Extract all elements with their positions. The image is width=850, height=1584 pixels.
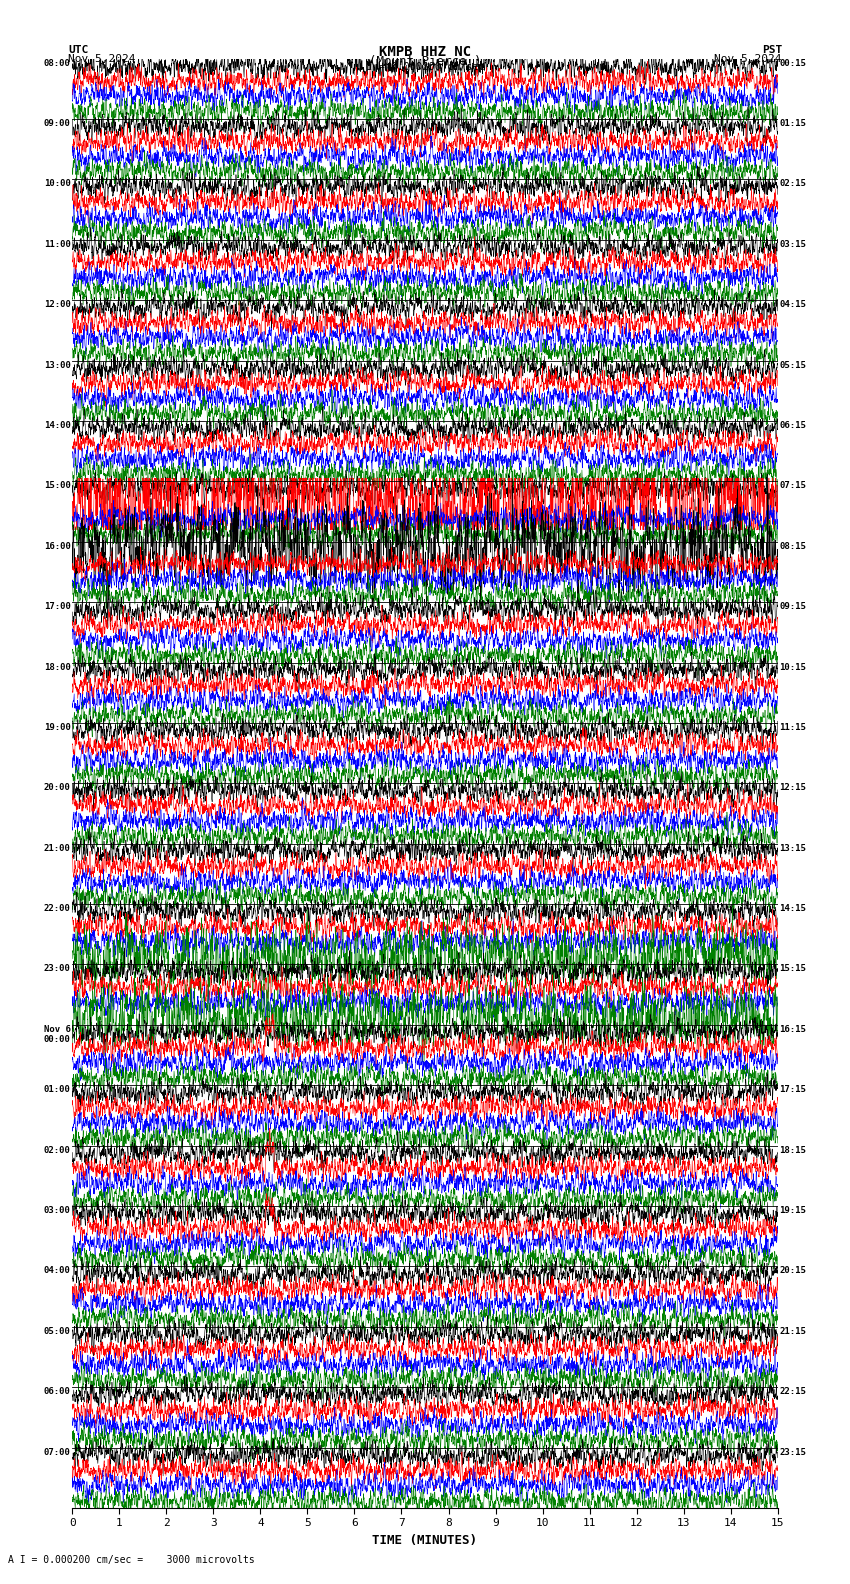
Text: 22:00: 22:00 — [43, 904, 71, 912]
Text: 19:15: 19:15 — [779, 1205, 807, 1215]
Text: 09:00: 09:00 — [43, 119, 71, 128]
Text: 05:00: 05:00 — [43, 1327, 71, 1335]
Text: 06:00: 06:00 — [43, 1388, 71, 1396]
Text: 14:15: 14:15 — [779, 904, 807, 912]
Text: 07:00: 07:00 — [43, 1448, 71, 1457]
Text: 15:00: 15:00 — [43, 482, 71, 491]
Text: (Mount Pierce ): (Mount Pierce ) — [369, 54, 481, 68]
Text: 13:00: 13:00 — [43, 361, 71, 369]
Text: 11:15: 11:15 — [779, 722, 807, 732]
Text: 16:15: 16:15 — [779, 1025, 807, 1034]
Text: 23:15: 23:15 — [779, 1448, 807, 1457]
Text: 08:15: 08:15 — [779, 542, 807, 551]
Text: 01:15: 01:15 — [779, 119, 807, 128]
Text: 02:15: 02:15 — [779, 179, 807, 188]
Text: PST: PST — [762, 44, 782, 55]
Text: 14:00: 14:00 — [43, 421, 71, 429]
Text: 05:15: 05:15 — [779, 361, 807, 369]
Text: 18:00: 18:00 — [43, 662, 71, 672]
Text: 06:15: 06:15 — [779, 421, 807, 429]
Text: 21:00: 21:00 — [43, 844, 71, 852]
Text: 03:00: 03:00 — [43, 1205, 71, 1215]
Text: 13:15: 13:15 — [779, 844, 807, 852]
Text: 07:15: 07:15 — [779, 482, 807, 491]
Text: 11:00: 11:00 — [43, 239, 71, 249]
Text: 10:00: 10:00 — [43, 179, 71, 188]
Text: 12:15: 12:15 — [779, 784, 807, 792]
Text: A I = 0.000200 cm/sec =    3000 microvolts: A I = 0.000200 cm/sec = 3000 microvolts — [8, 1555, 255, 1565]
Text: 23:00: 23:00 — [43, 965, 71, 974]
Text: Nov 6
00:00: Nov 6 00:00 — [43, 1025, 71, 1044]
Text: 18:15: 18:15 — [779, 1145, 807, 1155]
Text: 20:00: 20:00 — [43, 784, 71, 792]
Text: 17:15: 17:15 — [779, 1085, 807, 1095]
Text: 19:00: 19:00 — [43, 722, 71, 732]
Text: 00:15: 00:15 — [779, 59, 807, 68]
Text: KMPB HHZ NC: KMPB HHZ NC — [379, 44, 471, 59]
Text: 09:15: 09:15 — [779, 602, 807, 611]
Text: 22:15: 22:15 — [779, 1388, 807, 1396]
Text: 04:15: 04:15 — [779, 299, 807, 309]
Text: I = 0.000200 cm/sec: I = 0.000200 cm/sec — [366, 62, 484, 71]
Text: 02:00: 02:00 — [43, 1145, 71, 1155]
Text: 01:00: 01:00 — [43, 1085, 71, 1095]
Text: 20:15: 20:15 — [779, 1267, 807, 1275]
X-axis label: TIME (MINUTES): TIME (MINUTES) — [372, 1533, 478, 1548]
Text: 12:00: 12:00 — [43, 299, 71, 309]
Text: 03:15: 03:15 — [779, 239, 807, 249]
Text: Nov 5,2024: Nov 5,2024 — [715, 54, 782, 65]
Text: UTC: UTC — [68, 44, 88, 55]
Text: 21:15: 21:15 — [779, 1327, 807, 1335]
Text: 15:15: 15:15 — [779, 965, 807, 974]
Text: 08:00: 08:00 — [43, 59, 71, 68]
Text: 16:00: 16:00 — [43, 542, 71, 551]
Text: 17:00: 17:00 — [43, 602, 71, 611]
Text: 04:00: 04:00 — [43, 1267, 71, 1275]
Text: 10:15: 10:15 — [779, 662, 807, 672]
Text: Nov 5,2024: Nov 5,2024 — [68, 54, 135, 65]
